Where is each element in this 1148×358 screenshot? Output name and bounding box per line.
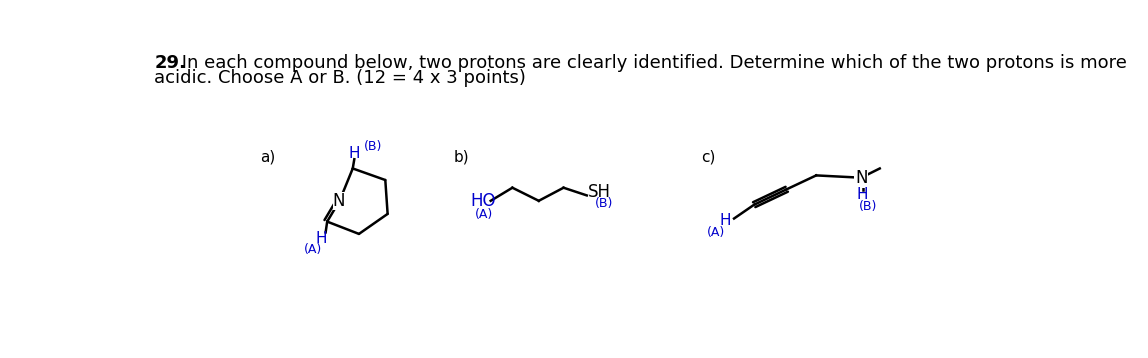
Text: (A): (A) <box>474 208 492 221</box>
Text: N: N <box>333 192 346 210</box>
Text: In each compound below, two protons are clearly identified. Determine which of t: In each compound below, two protons are … <box>176 54 1127 72</box>
Text: HO: HO <box>471 192 496 210</box>
Text: b): b) <box>453 149 470 164</box>
Text: (A): (A) <box>706 226 724 239</box>
Text: N: N <box>855 169 868 187</box>
Text: 29.: 29. <box>154 54 186 72</box>
Text: (B): (B) <box>859 200 877 213</box>
Text: (B): (B) <box>364 140 382 154</box>
Text: c): c) <box>701 149 716 164</box>
Text: H: H <box>856 187 868 202</box>
Text: (B): (B) <box>595 197 613 211</box>
Text: H: H <box>720 213 731 228</box>
Text: acidic. Choose A or B. (12 = 4 x 3 points): acidic. Choose A or B. (12 = 4 x 3 point… <box>154 69 526 87</box>
Text: (A): (A) <box>304 243 323 256</box>
Text: SH: SH <box>589 183 612 200</box>
Text: H: H <box>349 146 360 161</box>
Text: H: H <box>316 231 327 246</box>
Text: a): a) <box>259 149 276 164</box>
